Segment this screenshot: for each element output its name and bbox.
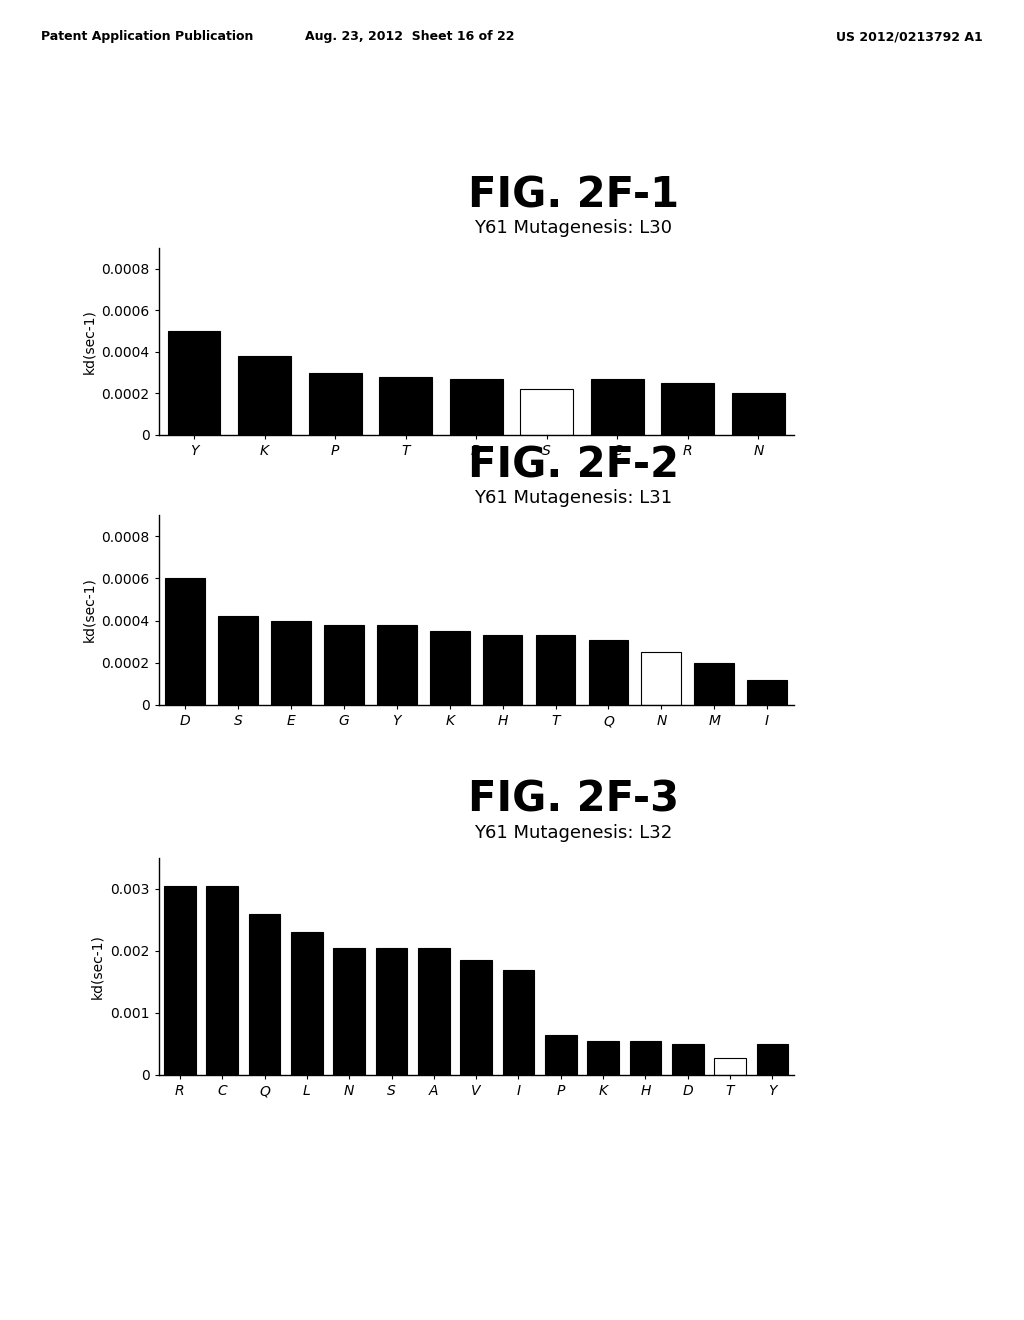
Text: FIG. 2F-3: FIG. 2F-3	[468, 779, 679, 821]
Y-axis label: kd(sec-1): kd(sec-1)	[82, 309, 96, 374]
Bar	[238, 356, 291, 436]
Bar	[482, 635, 522, 705]
Bar	[430, 631, 470, 705]
Bar	[376, 948, 408, 1074]
Y-axis label: kd(sec-1): kd(sec-1)	[82, 578, 96, 643]
Bar	[588, 1041, 618, 1074]
Bar	[748, 680, 787, 705]
Bar	[536, 635, 575, 705]
Text: US 2012/0213792 A1: US 2012/0213792 A1	[837, 30, 983, 44]
Bar	[503, 970, 535, 1074]
Bar	[379, 376, 432, 436]
Bar	[630, 1041, 662, 1074]
Bar	[662, 383, 715, 436]
Bar	[589, 640, 629, 705]
Bar	[308, 372, 361, 436]
Bar	[377, 624, 417, 705]
Bar	[591, 379, 644, 436]
Bar	[732, 393, 784, 436]
Bar	[334, 948, 366, 1074]
Text: Y61 Mutagenesis: L32: Y61 Mutagenesis: L32	[474, 824, 673, 842]
Text: Patent Application Publication: Patent Application Publication	[41, 30, 253, 44]
Bar	[165, 578, 205, 705]
Y-axis label: kd(sec-1): kd(sec-1)	[91, 935, 104, 999]
Bar	[757, 1044, 788, 1074]
Bar	[461, 961, 493, 1074]
Bar	[249, 913, 281, 1074]
Bar	[218, 616, 258, 705]
Bar	[291, 932, 323, 1074]
Bar	[715, 1057, 745, 1074]
Bar	[207, 886, 238, 1074]
Bar	[694, 663, 734, 705]
Bar	[545, 1035, 577, 1074]
Bar	[418, 948, 450, 1074]
Bar	[164, 886, 196, 1074]
Bar	[672, 1044, 703, 1074]
Text: FIG. 2F-2: FIG. 2F-2	[468, 444, 679, 486]
Bar	[168, 331, 220, 436]
Bar	[271, 620, 311, 705]
Text: Aug. 23, 2012  Sheet 16 of 22: Aug. 23, 2012 Sheet 16 of 22	[305, 30, 514, 44]
Bar	[641, 652, 681, 705]
Text: Y61 Mutagenesis: L30: Y61 Mutagenesis: L30	[474, 219, 673, 238]
Bar	[450, 379, 503, 436]
Bar	[324, 624, 364, 705]
Text: Y61 Mutagenesis: L31: Y61 Mutagenesis: L31	[474, 488, 673, 507]
Text: FIG. 2F-1: FIG. 2F-1	[468, 174, 679, 216]
Bar	[520, 389, 573, 436]
